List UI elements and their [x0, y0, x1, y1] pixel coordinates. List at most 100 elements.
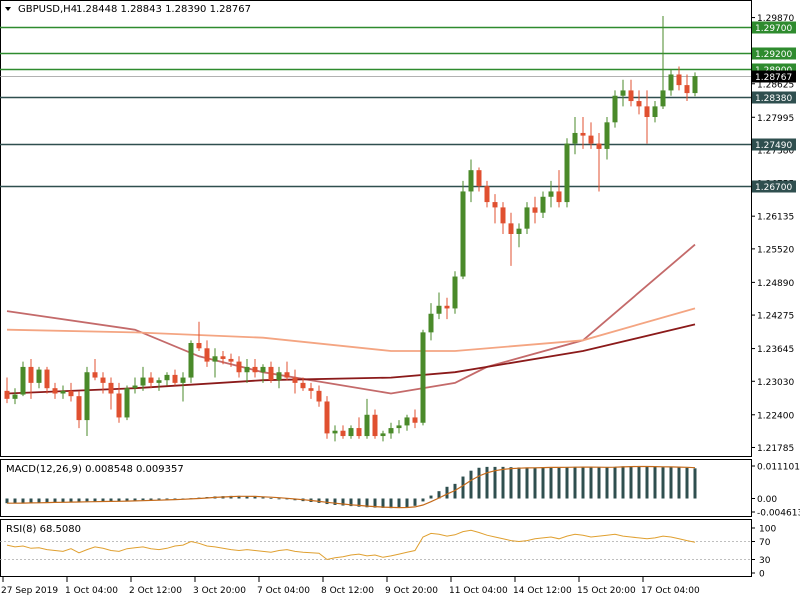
- candle-body: [628, 90, 634, 102]
- candle-body: [244, 366, 250, 373]
- macd-bar: [589, 467, 593, 499]
- candle-body: [28, 366, 34, 383]
- price-tick-label: 1.27380: [757, 146, 794, 156]
- macd-bar: [53, 498, 57, 503]
- macd-bar: [237, 495, 241, 499]
- macd-bar: [365, 498, 369, 508]
- macd-bar: [421, 498, 425, 502]
- candle-body: [356, 428, 362, 437]
- macd-bar: [445, 486, 449, 499]
- macd-bar: [141, 498, 145, 501]
- candle-body: [188, 342, 194, 378]
- macd-signal-line: [7, 465, 696, 509]
- macd-bar: [605, 467, 609, 499]
- candle-body: [44, 369, 50, 389]
- macd-bar: [669, 467, 673, 499]
- candle-body: [596, 143, 602, 149]
- candle-body: [108, 382, 114, 394]
- macd-bar: [517, 467, 521, 499]
- candle-body: [212, 356, 218, 362]
- candle-body: [532, 207, 538, 213]
- macd-bar: [381, 498, 385, 508]
- price-tick-label: 1.23645: [757, 345, 794, 355]
- macd-bar: [277, 498, 281, 500]
- macd-bar: [173, 498, 177, 500]
- macd-bar: [117, 498, 121, 502]
- candle-body: [564, 143, 570, 203]
- level-tag-1: [752, 47, 796, 60]
- moving-average-1: [6, 307, 696, 352]
- candle-body: [36, 369, 42, 383]
- macd-bar: [37, 498, 41, 503]
- macd-bar: [509, 467, 513, 499]
- time-tick-label: 11 Oct 04:00: [449, 586, 508, 596]
- candle-body: [452, 276, 458, 309]
- candle-body: [652, 106, 658, 118]
- price-tick-label: 1.21785: [757, 444, 794, 454]
- candle-body: [436, 305, 442, 314]
- macd-bar: [269, 497, 273, 499]
- macd-bar: [5, 498, 9, 504]
- price-tick-label: 1.22400: [757, 411, 794, 421]
- candle-body: [220, 356, 226, 359]
- candle-body: [236, 361, 242, 373]
- rsi-tick-label: 70: [759, 538, 771, 548]
- candle-body: [340, 430, 346, 437]
- candle-body: [684, 85, 690, 94]
- macd-bar: [485, 466, 489, 499]
- level-tag-5: [752, 180, 796, 193]
- candle-body: [556, 191, 562, 203]
- candle-body: [588, 135, 594, 144]
- macd-bar: [541, 467, 545, 499]
- time-tick-label: 15 Oct 20:00: [577, 586, 636, 596]
- macd-bar: [93, 498, 97, 502]
- candle-body: [660, 90, 666, 107]
- macd-bar: [261, 497, 265, 499]
- candle-body: [316, 390, 322, 402]
- macd-bar: [525, 467, 529, 499]
- candle-body: [644, 106, 650, 118]
- macd-bar: [405, 498, 409, 508]
- candle-body: [492, 202, 498, 208]
- macd-bar: [157, 498, 161, 500]
- candle-body: [676, 74, 682, 86]
- candle-body: [636, 101, 642, 107]
- candle-body: [580, 132, 586, 136]
- candle-body: [540, 196, 546, 213]
- candle-body: [84, 372, 90, 421]
- macd-bar: [389, 498, 393, 509]
- candle-body: [100, 377, 106, 383]
- candle-body: [692, 76, 698, 94]
- price-tick-label: 1.24890: [757, 279, 794, 289]
- macd-bar: [677, 467, 681, 499]
- macd-label: MACD(12,26,9) 0.008548 0.009357: [6, 464, 184, 475]
- time-tick-label: 3 Oct 20:00: [193, 586, 246, 596]
- candle-body: [268, 366, 274, 381]
- candle-body: [132, 385, 138, 389]
- macd-bar: [85, 498, 89, 502]
- current-price-label: 1.28767: [755, 73, 792, 83]
- candle-body: [156, 380, 162, 383]
- price-tick-label: 1.24275: [757, 312, 794, 322]
- macd-bar: [13, 498, 17, 504]
- symbol-dropdown-icon[interactable]: [5, 7, 11, 11]
- candle-body: [260, 366, 266, 373]
- time-tick-label: 2 Oct 12:00: [129, 586, 182, 596]
- candle-body: [604, 122, 610, 149]
- candle-body: [380, 433, 386, 437]
- macd-bar: [533, 467, 537, 499]
- candle-body: [228, 358, 234, 362]
- candle-body: [348, 428, 354, 437]
- macd-bar: [397, 498, 401, 508]
- macd-bar: [325, 498, 329, 505]
- macd-bar: [61, 498, 65, 503]
- price-tick-label: 1.26135: [757, 213, 794, 223]
- macd-bar: [69, 498, 73, 502]
- candle-body: [668, 74, 674, 91]
- macd-bar: [629, 466, 633, 499]
- candle-body: [476, 170, 482, 187]
- candle-body: [388, 428, 394, 434]
- candle-body: [204, 348, 210, 362]
